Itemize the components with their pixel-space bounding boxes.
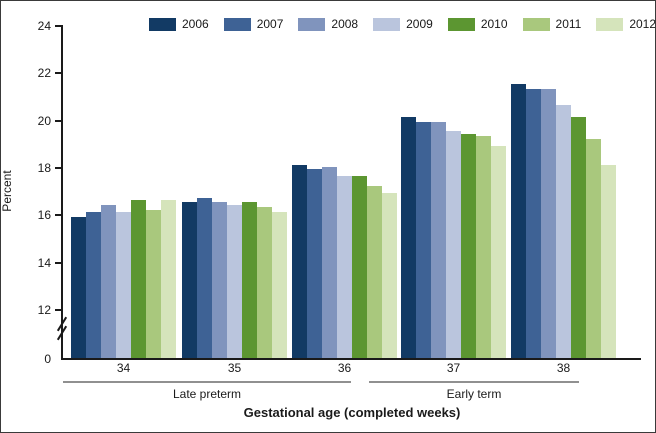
x-tick-label-34: 34 (116, 361, 131, 375)
y-axis-tick-18 (55, 166, 61, 169)
legend-label: 2010 (480, 17, 508, 31)
bar-2011-week34 (146, 209, 161, 358)
legend-label: 2009 (406, 17, 433, 31)
bar-2009-week37 (446, 131, 461, 358)
legend-swatch-2010 (447, 18, 475, 31)
bar-2010-week35 (242, 202, 257, 358)
bar-2007-week36 (307, 169, 322, 358)
legend-label: 2008 (331, 17, 359, 31)
legend-swatch-2006 (149, 18, 176, 31)
legend-item-2012: 2012 (596, 17, 656, 31)
bracket-line-late-preterm (63, 381, 351, 383)
y-tick-label-18: 18 (37, 160, 51, 175)
bar-2009-week36 (337, 176, 352, 358)
bar-2010-week37 (461, 133, 476, 358)
bar-2011-week37 (476, 136, 491, 358)
legend-label: 2012 (629, 17, 656, 31)
bar-2012-week37 (491, 145, 506, 358)
bar-2009-week35 (227, 204, 242, 358)
bar-2006-week38 (511, 84, 526, 358)
bar-2010-week34 (131, 200, 146, 358)
y-axis-tick-12 (55, 308, 61, 311)
x-axis-title: Gestational age (completed weeks) (243, 405, 461, 420)
legend-label: 2007 (256, 17, 284, 31)
y-tick-label-14: 14 (37, 255, 51, 270)
bar-2008-week35 (212, 202, 227, 358)
bar-2010-week36 (352, 176, 367, 358)
bar-2012-week38 (601, 164, 616, 358)
bar-2012-week36 (382, 192, 397, 358)
bar-2011-week35 (257, 207, 272, 358)
y-tick-label-0: 0 (44, 352, 51, 366)
bar-2010-week38 (571, 117, 586, 358)
bar-2008-week36 (322, 166, 337, 358)
y-axis-tick-22 (55, 72, 61, 75)
y-axis-tick-24 (55, 25, 61, 27)
legend-swatch-2007 (223, 18, 251, 31)
bar-2012-week34 (161, 200, 176, 358)
x-tick-label-35: 35 (227, 361, 242, 375)
legend-item-2007: 2007 (223, 17, 284, 31)
y-tick-label-24: 24 (37, 19, 51, 33)
legend-swatch-2008 (298, 18, 326, 31)
bracket-line-early-term (369, 381, 579, 383)
bar-2008-week37 (431, 122, 446, 358)
bar-2007-week38 (526, 88, 541, 358)
y-tick-label-22: 22 (37, 66, 51, 81)
bar-2011-week36 (367, 185, 382, 358)
bar-2007-week35 (197, 197, 212, 358)
bar-2006-week35 (182, 202, 197, 358)
bar-2009-week34 (116, 211, 131, 358)
bracket-label-late-preterm: Late preterm (172, 387, 242, 401)
legend-item-2008: 2008 (298, 18, 358, 31)
bar-2007-week37 (416, 122, 431, 358)
legend-item-2011: 2011 (522, 17, 582, 31)
bar-2009-week38 (556, 105, 571, 358)
x-tick-label-38: 38 (556, 361, 571, 375)
y-tick-label-20: 20 (37, 113, 51, 128)
bar-2011-week38 (586, 138, 601, 358)
bracket-label-early-term: Early term (446, 387, 502, 401)
y-axis-tick-16 (55, 214, 61, 217)
legend-swatch-2011 (522, 18, 550, 31)
bar-2012-week35 (272, 211, 287, 358)
y-axis-tick-20 (55, 119, 61, 122)
bar-2007-week34 (86, 211, 101, 358)
y-axis-tick-14 (55, 261, 61, 264)
legend-swatch-2009 (373, 18, 401, 31)
y-tick-label-16: 16 (37, 208, 51, 223)
x-tick-label-36: 36 (337, 361, 352, 375)
legend-label: 2006 (182, 17, 209, 31)
bar-2008-week38 (541, 88, 556, 358)
legend-swatch-2012 (596, 18, 624, 31)
legend-label: 2011 (555, 17, 582, 31)
y-axis-title: Percent (0, 170, 14, 212)
y-axis-line (61, 25, 63, 360)
bar-2006-week36 (292, 164, 307, 358)
x-tick-label-37: 37 (446, 361, 461, 375)
bar-2006-week34 (71, 216, 86, 358)
x-axis-line (61, 358, 641, 360)
legend-item-2010: 2010 (447, 17, 508, 31)
bar-2006-week37 (401, 117, 416, 358)
chart-legend: 2006 2007 2008 2009 2010 2011 2012 (149, 17, 656, 31)
legend-item-2006: 2006 (149, 18, 209, 31)
legend-item-2009: 2009 (373, 18, 433, 31)
y-tick-label-12: 12 (37, 302, 51, 317)
bar-2008-week34 (101, 204, 116, 358)
